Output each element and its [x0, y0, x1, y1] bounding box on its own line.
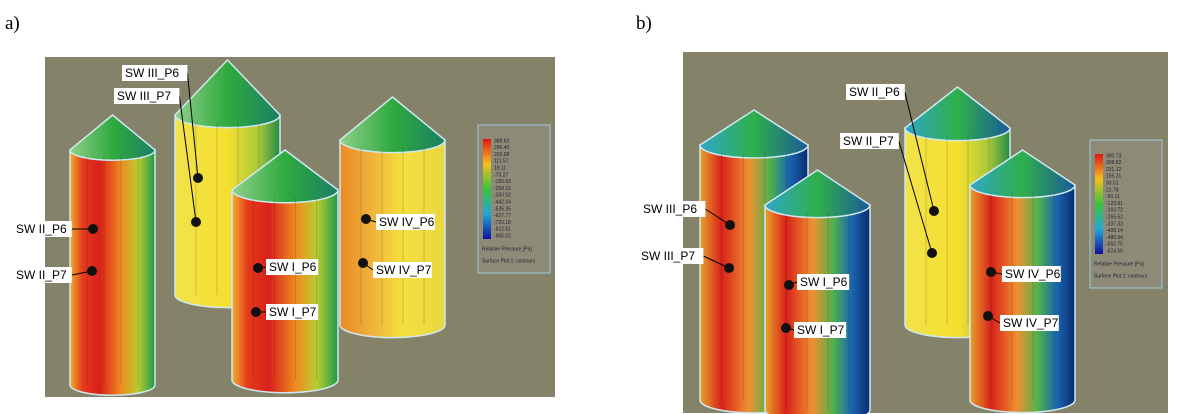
measure-point	[191, 217, 201, 227]
measure-point	[784, 280, 794, 290]
measure-point	[88, 224, 98, 234]
point-label: SW III_P6	[643, 202, 697, 216]
legend-value: -409.14	[1106, 228, 1123, 234]
legend-value: 231.12	[1106, 167, 1122, 173]
legend-value: 19.11	[494, 166, 506, 172]
legend-subtitle: Surface Plot 1: contours	[482, 258, 536, 264]
point-label: SW IV_P6	[379, 215, 435, 229]
point-label: SW IV_P7	[1003, 316, 1059, 330]
measure-point	[986, 267, 996, 277]
legend-value: 93.51	[1106, 181, 1119, 187]
point-label: SW IV_P6	[1005, 267, 1061, 281]
legend-value: -720.18	[494, 220, 511, 226]
legend-title: Relative Pressure [Pa]	[482, 246, 532, 252]
legend-value: -193.72	[1106, 208, 1123, 214]
color-scale	[1095, 154, 1103, 254]
point-label: SW I_P7	[797, 323, 845, 337]
legend-value: -50.11	[1106, 194, 1120, 200]
point-label: SW I_P7	[269, 305, 317, 319]
legend-value: 390.73	[1106, 153, 1122, 159]
legend-value: -812.51	[494, 227, 511, 233]
legend-title: Relative Pressure [Pa]	[1094, 261, 1144, 267]
legend-value: -905.02	[494, 234, 511, 240]
legend-value: 203.68	[494, 152, 510, 158]
legend-value: -535.35	[494, 206, 511, 212]
silo-body	[765, 205, 870, 414]
figure: a) b) 388.62296.40203.68111.5719.11-73.2…	[0, 0, 1189, 414]
legend-value: -73.27	[494, 172, 508, 178]
legend-value: 308.82	[1106, 160, 1122, 166]
legend-value: 155.31	[1106, 174, 1122, 180]
measure-point	[253, 263, 263, 273]
legend-value: -442.94	[494, 200, 511, 206]
point-label: SW II_P7	[16, 268, 67, 282]
legend-value: 388.62	[494, 138, 510, 144]
measure-point	[193, 173, 203, 183]
legend-value: -337.33	[1106, 221, 1123, 227]
legend-subtitle: Surface Plot 1: contours	[1094, 273, 1148, 279]
legend-value: -624.55	[1106, 249, 1123, 255]
silo-body	[340, 140, 445, 338]
legend-value: -480.94	[1106, 235, 1123, 241]
legend-value: 21.78	[1106, 187, 1119, 193]
legend-value: -165.69	[494, 179, 511, 185]
point-label: SW II_P6	[16, 222, 67, 236]
point-label: SW I_P6	[269, 260, 317, 274]
point-label: SW III_P7	[641, 249, 695, 263]
measure-point	[251, 307, 261, 317]
legend-value: -552.75	[1106, 242, 1123, 248]
point-label: SW I_P6	[800, 275, 848, 289]
measure-point	[724, 263, 734, 273]
panel-label: a)	[5, 13, 20, 34]
point-label: SW IV_P7	[376, 263, 432, 277]
measure-point	[87, 266, 97, 276]
panel-label: b)	[636, 13, 652, 34]
measure-point	[927, 248, 937, 258]
measure-point	[781, 323, 791, 333]
measure-point	[358, 258, 368, 268]
measure-point	[929, 206, 939, 216]
silo-body	[232, 190, 338, 393]
point-label: SW II_P6	[849, 85, 900, 99]
legend-value: -123.91	[1106, 201, 1123, 207]
point-label: SW III_P6	[125, 66, 179, 80]
point-label: SW III_P7	[117, 89, 171, 103]
measure-point	[725, 220, 735, 230]
silo-body	[970, 185, 1075, 413]
legend-value: -350.52	[494, 193, 511, 199]
color-scale	[483, 139, 491, 239]
point-label: SW II_P7	[843, 134, 894, 148]
measure-point	[983, 311, 993, 321]
legend-value: -258.15	[494, 186, 511, 192]
legend-value: 296.40	[494, 145, 510, 151]
legend-value: -265.52	[1106, 215, 1123, 221]
measure-point	[361, 214, 371, 224]
legend-value: -627.77	[494, 213, 511, 219]
legend-value: 111.57	[494, 159, 509, 165]
